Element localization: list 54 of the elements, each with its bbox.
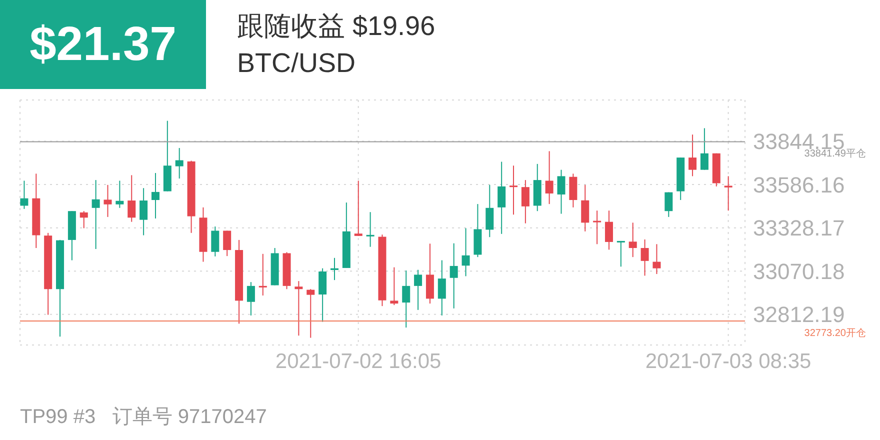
candlestick bbox=[569, 173, 578, 208]
candlestick bbox=[616, 240, 625, 268]
candlestick bbox=[486, 184, 494, 238]
candlestick bbox=[390, 266, 398, 306]
candlestick bbox=[426, 243, 434, 304]
candlestick bbox=[80, 210, 88, 229]
candlestick bbox=[462, 228, 470, 277]
candlestick bbox=[604, 210, 613, 250]
candlestick bbox=[688, 134, 697, 177]
candlestick bbox=[640, 238, 649, 276]
candlestick bbox=[354, 180, 362, 236]
candlestick bbox=[258, 253, 267, 296]
candlestick bbox=[246, 282, 255, 316]
candlestick bbox=[20, 180, 28, 210]
candlestick bbox=[151, 172, 160, 219]
candlestick bbox=[140, 188, 148, 236]
candlestick bbox=[175, 147, 184, 180]
candlestick bbox=[521, 180, 530, 224]
y-tick-label: 33328.17 bbox=[753, 216, 845, 241]
candlestick bbox=[593, 210, 602, 245]
candlestick bbox=[557, 169, 566, 214]
candlestick bbox=[664, 192, 673, 218]
candlestick bbox=[498, 161, 506, 234]
candlestick bbox=[104, 184, 112, 218]
text: TP99 #3 订单号 97170247 bbox=[20, 405, 267, 430]
candlestick bbox=[306, 288, 315, 338]
text: $21.37 bbox=[0, 0, 206, 89]
y-tick-label: 32812.19 bbox=[753, 302, 845, 328]
candlestick bbox=[402, 270, 410, 328]
x-tick-label: 2021-07-03 08:35 bbox=[645, 350, 812, 373]
candlestick bbox=[92, 180, 100, 250]
chart-title: 跟随收益 $19.96 bbox=[237, 10, 436, 43]
x-tick-label: 2021-07-02 16:05 bbox=[275, 350, 442, 373]
candlestick bbox=[211, 226, 220, 257]
candlestick bbox=[294, 280, 303, 336]
candlestick bbox=[652, 244, 661, 275]
candlestick bbox=[223, 230, 232, 257]
y-tick-label: 33586.16 bbox=[753, 172, 845, 198]
candlestick bbox=[116, 180, 124, 208]
candlestick bbox=[545, 150, 554, 205]
candlestick bbox=[366, 212, 374, 248]
candlestick bbox=[510, 165, 518, 216]
candlestick bbox=[414, 269, 422, 310]
y-tick-label: 33070.18 bbox=[753, 258, 845, 284]
candlestick bbox=[700, 128, 708, 170]
ref-line-label: 32773.20开仓 bbox=[804, 326, 866, 339]
ref-line-label: 33841.49平仓 bbox=[804, 148, 866, 160]
candlestick bbox=[128, 174, 136, 222]
candlestick bbox=[318, 268, 327, 322]
chart-subtitle: BTC/USD bbox=[237, 48, 356, 79]
candlestick bbox=[628, 222, 637, 258]
candlestick bbox=[581, 184, 590, 232]
candlestick bbox=[438, 260, 446, 316]
candlestick bbox=[450, 242, 458, 309]
